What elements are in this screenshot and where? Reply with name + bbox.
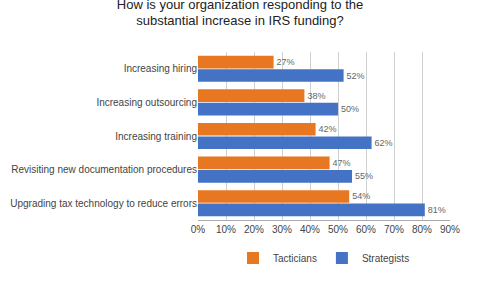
- svg-text:27%: 27%: [277, 57, 295, 67]
- svg-text:Increasing training: Increasing training: [115, 131, 197, 142]
- svg-text:Upgrading tax technology to re: Upgrading tax technology to reduce error…: [10, 198, 197, 209]
- svg-text:62%: 62%: [375, 138, 393, 148]
- svg-text:55%: 55%: [355, 171, 373, 181]
- svg-text:Revisiting new documentation p: Revisiting new documentation procedures: [11, 164, 197, 175]
- svg-text:47%: 47%: [333, 158, 351, 168]
- svg-text:60%: 60%: [356, 224, 376, 235]
- svg-text:30%: 30%: [272, 224, 292, 235]
- svg-text:81%: 81%: [428, 205, 446, 215]
- svg-text:50%: 50%: [328, 224, 348, 235]
- svg-text:How is your organization respo: How is your organization responding to t…: [117, 0, 363, 28]
- svg-text:40%: 40%: [300, 224, 320, 235]
- svg-text:10%: 10%: [216, 224, 236, 235]
- svg-text:80%: 80%: [412, 224, 432, 235]
- svg-text:90%: 90%: [440, 224, 460, 235]
- svg-text:70%: 70%: [384, 224, 404, 235]
- svg-text:Tacticians: Tacticians: [273, 253, 317, 264]
- svg-text:Increasing hiring: Increasing hiring: [124, 63, 197, 74]
- svg-text:0%: 0%: [191, 224, 206, 235]
- svg-text:50%: 50%: [341, 104, 359, 114]
- svg-text:42%: 42%: [319, 124, 337, 134]
- svg-text:52%: 52%: [347, 71, 365, 81]
- svg-text:Increasing outsourcing: Increasing outsourcing: [96, 97, 197, 108]
- svg-text:20%: 20%: [244, 224, 264, 235]
- svg-text:Strategists: Strategists: [362, 253, 409, 264]
- svg-text:54%: 54%: [352, 191, 370, 201]
- svg-text:38%: 38%: [307, 91, 325, 101]
